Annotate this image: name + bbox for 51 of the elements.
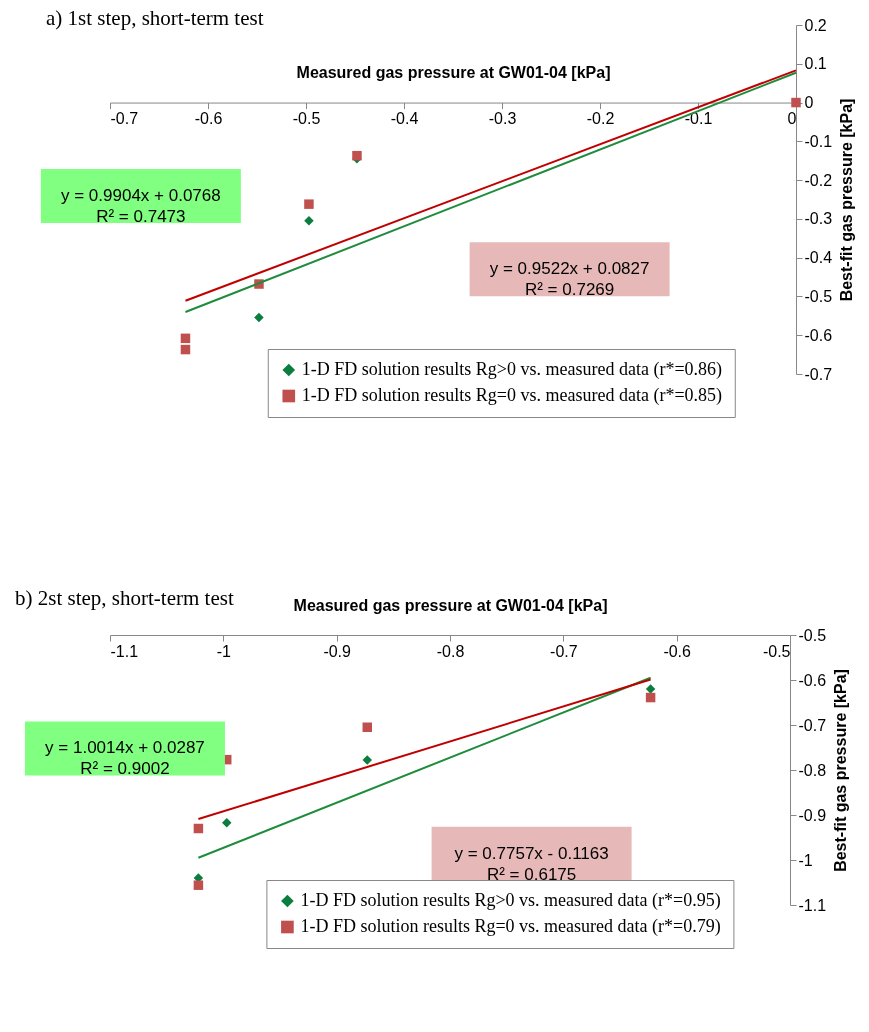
- y-tick-label: -0.7: [798, 716, 827, 734]
- y-tick-label: 0.2: [804, 16, 827, 34]
- y-tick-label: -0.2: [804, 171, 833, 189]
- chart-title: a) 1st step, short-term test: [46, 6, 264, 30]
- y-tick-label: 0: [804, 94, 814, 112]
- point: [180, 344, 191, 355]
- y-tick-label: -1.1: [798, 896, 827, 914]
- y-axis-title: Best-fit gas pressure [kPa]: [831, 669, 849, 872]
- y-tick-label: -0.9: [798, 806, 827, 824]
- annotation: y = 0.9904x + 0.0768 R² = 0.7473: [61, 186, 221, 227]
- y-tick-label: -0.5: [804, 287, 833, 305]
- y-tick-label: -0.1: [804, 132, 833, 150]
- x-tick-label: -0.6: [663, 642, 692, 660]
- x-tick-label: -1.1: [110, 642, 139, 660]
- x-tick-label: -0.8: [436, 642, 465, 660]
- legend-label: 1-D FD solution results Rg=0 vs. measured data (r*=0.79): [300, 916, 721, 937]
- legend-label: 1-D FD solution results Rg=0 vs. measured data (r*=0.85): [301, 385, 723, 406]
- chart-title: b) 2st step, short-term test: [15, 586, 234, 610]
- x-tick-label: -0.5: [292, 110, 321, 128]
- x-tick-label: -0.5: [762, 642, 791, 660]
- y-tick-label: -0.3: [804, 210, 833, 228]
- point: [304, 216, 314, 226]
- x-tick-label: -0.4: [390, 110, 419, 128]
- point: [304, 199, 314, 209]
- x-tick-label: -0.6: [194, 110, 223, 128]
- legend-label: 1-D FD solution results Rg>0 vs. measured data (r*=0.86): [301, 359, 723, 380]
- x-tick-label: -0.7: [550, 642, 578, 660]
- x-tick-label: -0.3: [488, 110, 517, 128]
- point: [254, 312, 264, 323]
- annotation: y = 0.7757x - 0.1163 R² = 0.6175: [454, 843, 609, 884]
- point: [180, 333, 191, 344]
- y-tick-label: -0.8: [798, 761, 827, 779]
- point: [352, 150, 362, 161]
- legend-label: 1-D FD solution results Rg>0 vs. measured data (r*=0.95): [300, 890, 721, 911]
- x-tick-label: 0: [787, 110, 797, 128]
- annotation: y = 0.9522x + 0.0827 R² = 0.7269: [489, 259, 650, 300]
- y-axis-title: Best-fit gas pressure [kPa]: [837, 98, 855, 302]
- x-tick-label: -0.9: [323, 642, 352, 660]
- x-axis-title: Measured gas pressure at GW01-04 [kPa]: [293, 596, 608, 614]
- y-tick-label: -0.4: [804, 249, 833, 267]
- y-tick-label: 0.1: [804, 55, 827, 73]
- x-axis-title: Measured gas pressure at GW01-04 [kPa]: [296, 64, 611, 82]
- y-tick-label: -1: [798, 851, 813, 869]
- y-tick-label: -0.7: [804, 365, 833, 383]
- annotation: y = 1.0014x + 0.0287 R² = 0.9002: [45, 738, 205, 779]
- y-tick-label: -0.6: [798, 671, 827, 689]
- y-tick-label: -0.5: [798, 626, 827, 644]
- x-tick-label: -0.7: [110, 110, 139, 128]
- x-tick-label: -1: [216, 642, 232, 660]
- y-tick-label: -0.6: [804, 326, 833, 344]
- x-tick-label: -0.2: [586, 110, 615, 128]
